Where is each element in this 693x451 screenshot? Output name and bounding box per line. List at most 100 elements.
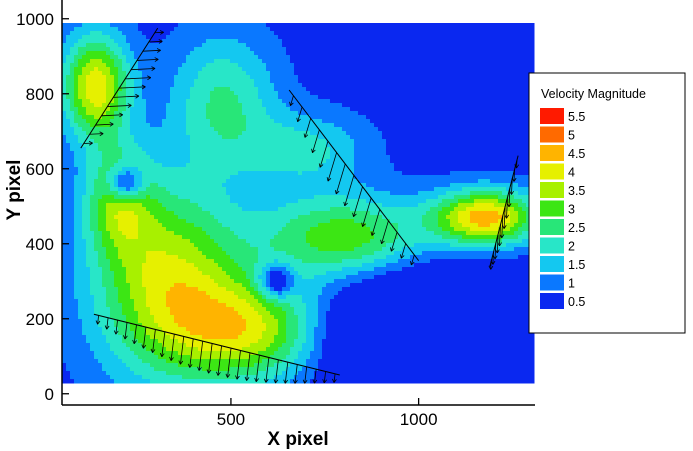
contour-cell [230,115,235,120]
contour-cell [174,47,179,52]
contour-cell [338,139,343,144]
contour-cell [158,79,163,84]
contour-cell [202,111,207,116]
contour-cell [386,159,391,164]
contour-cell [494,87,499,92]
contour-cell [106,107,111,112]
contour-cell [286,87,291,92]
contour-cell [154,47,159,52]
contour-cell [358,23,363,28]
contour-cell [490,127,495,132]
contour-cell [366,147,371,152]
contour-cell [250,167,255,172]
contour-cell [198,115,203,120]
contour-cell [102,163,107,168]
contour-cell [358,163,363,168]
contour-cell [318,147,323,152]
contour-cell [94,67,99,72]
contour-cell [266,163,271,168]
contour-cell [494,71,499,76]
contour-cell [486,95,491,100]
contour-cell [62,111,67,116]
contour-cell [274,31,279,36]
contour-cell [490,35,495,40]
contour-cell [426,83,431,88]
contour-cell [482,175,487,180]
contour-cell [290,83,295,88]
contour-cell [178,71,183,76]
contour-cell [230,91,235,96]
contour-cell [334,159,339,164]
contour-cell [206,55,211,60]
contour-cell [426,143,431,148]
contour-cell [278,179,283,184]
contour-cell [462,179,467,184]
contour-cell [166,183,171,188]
contour-cell [114,99,119,104]
contour-cell [86,31,91,36]
contour-cell [438,91,443,96]
contour-cell [118,187,123,192]
contour-cell [282,127,287,132]
contour-cell [186,167,191,172]
contour-cell [326,119,331,124]
contour-cell [146,119,151,124]
contour-cell [478,91,483,96]
contour-cell [410,143,415,148]
contour-cell [194,31,199,36]
contour-cell [458,55,463,60]
contour-cell [162,99,167,104]
contour-cell [362,67,367,72]
contour-cell [398,27,403,32]
contour-cell [446,83,451,88]
contour-cell [458,63,463,68]
contour-cell [406,39,411,44]
contour-cell [518,155,523,160]
contour-cell [66,111,71,116]
contour-cell [102,23,107,28]
contour-cell [486,103,491,108]
contour-cell [458,183,463,188]
contour-cell [310,31,315,36]
contour-cell [486,59,491,64]
contour-cell [286,159,291,164]
contour-cell [130,127,135,132]
contour-cell [474,111,479,116]
contour-cell [246,115,251,120]
contour-cell [158,147,163,152]
contour-cell [250,175,255,180]
contour-cell [86,111,91,116]
contour-cell [474,99,479,104]
contour-cell [454,139,459,144]
contour-cell [94,83,99,88]
contour-cell [254,119,259,124]
contour-cell [298,31,303,36]
contour-cell [354,183,359,188]
contour-cell [426,159,431,164]
contour-cell [458,155,463,160]
contour-cell [418,163,423,168]
contour-cell [118,63,123,68]
contour-cell [230,31,235,36]
contour-cell [422,27,427,32]
contour-cell [354,63,359,68]
contour-cell [506,115,511,120]
contour-cell [214,99,219,104]
contour-cell [238,143,243,148]
contour-cell [454,111,459,116]
contour-cell [118,143,123,148]
contour-cell [122,71,127,76]
contour-cell [470,79,475,84]
contour-cell [102,147,107,152]
contour-cell [102,191,107,196]
contour-cell [438,107,443,112]
contour-cell [486,123,491,128]
contour-cell [358,83,363,88]
contour-cell [250,179,255,184]
contour-cell [218,103,223,108]
contour-cell [162,119,167,124]
contour-cell [342,183,347,188]
contour-cell [166,67,171,72]
contour-cell [450,95,455,100]
contour-cell [266,103,271,108]
